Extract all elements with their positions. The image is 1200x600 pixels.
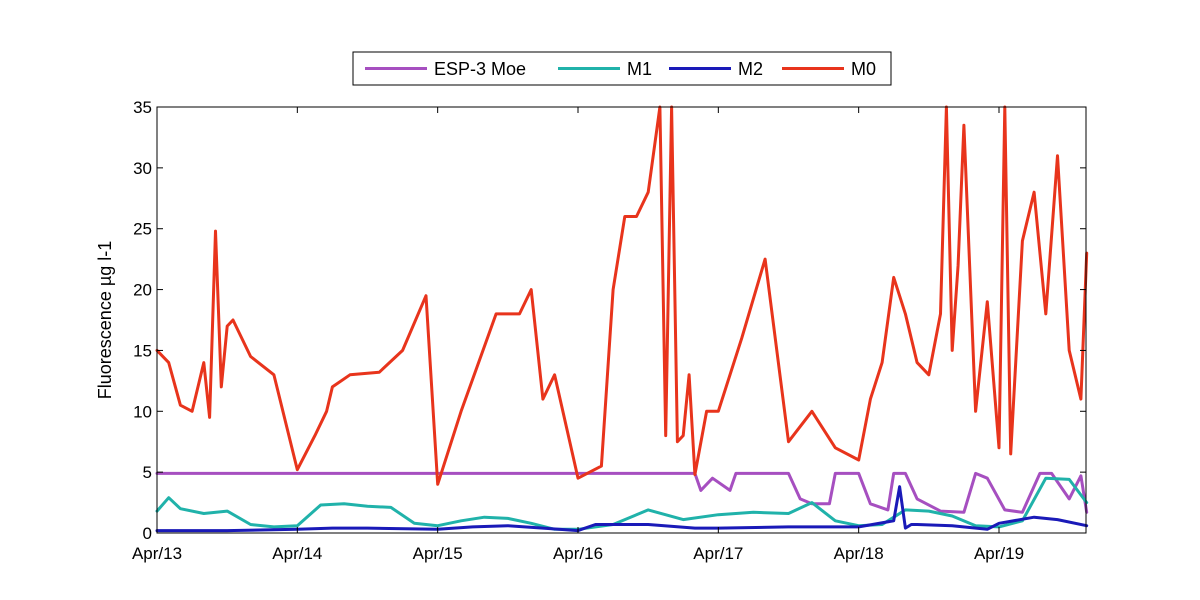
y-tick-label: 25 [133, 220, 152, 239]
x-tick-label: Apr/13 [132, 544, 182, 563]
y-tick-label: 30 [133, 159, 152, 178]
y-tick-label: 5 [143, 463, 152, 482]
plot-border [156, 106, 1087, 534]
x-tick-label: Apr/14 [272, 544, 322, 563]
legend-label-m2: M2 [738, 59, 763, 79]
plot-area [155, 105, 1089, 534]
legend-label-esp-3-moe: ESP-3 Moe [434, 59, 526, 79]
y-axis: 0 5 10 15 20 25 30 35 [133, 98, 1086, 543]
x-axis: Apr/13 Apr/14 Apr/15 Apr/16 Apr/17 Apr/18 Apr/… [132, 107, 1024, 563]
plot-frame [157, 107, 1086, 533]
legend-items: ESP-3 Moe M1 M2 M0 [365, 59, 876, 79]
y-tick-label: 20 [133, 281, 152, 300]
x-tick-label: Apr/15 [413, 544, 463, 563]
x-tick-label: Apr/19 [974, 544, 1024, 563]
series-line-esp-3-moe [155, 471, 1089, 514]
legend-label-m0: M0 [851, 59, 876, 79]
x-tick-label: Apr/17 [693, 544, 743, 563]
legend-label-m1: M1 [627, 59, 652, 79]
y-tick-label: 10 [133, 402, 152, 421]
y-tick-label: 0 [143, 524, 152, 543]
y-tick-label: 15 [133, 341, 152, 360]
y-tick-label: 35 [133, 98, 152, 117]
y-axis-label: Fluorescence µg l-1 [95, 241, 115, 399]
x-tick-label: Apr/18 [834, 544, 884, 563]
legend: ESP-3 Moe M1 M2 M0 [352, 51, 892, 86]
x-tick-label: Apr/16 [553, 544, 603, 563]
